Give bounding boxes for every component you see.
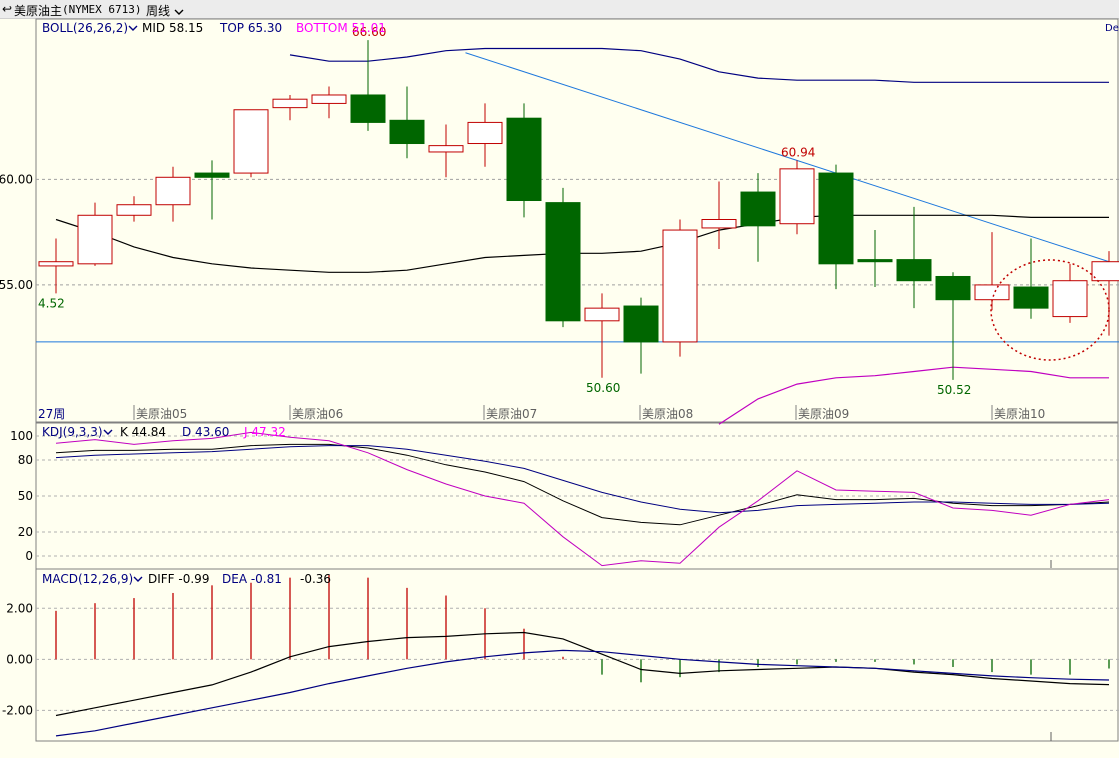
kdj-k-line bbox=[55, 443, 1110, 526]
price-y-tick-label: 55.00 bbox=[0, 278, 33, 292]
x-axis-label: 美原油05 bbox=[136, 407, 187, 421]
candle-up bbox=[116, 204, 152, 216]
candle-up bbox=[272, 98, 308, 109]
candle-down bbox=[389, 119, 425, 145]
x-axis-label: 美原油08 bbox=[642, 407, 693, 421]
chevron-down-icon bbox=[133, 576, 143, 582]
macd-y-tick-label: 2.00 bbox=[6, 601, 33, 615]
boll-bottom-value: BOTTOM 51.01 bbox=[296, 21, 386, 35]
right-clipped-label: De bbox=[1105, 23, 1119, 34]
x-axis-label: 美原油10 bbox=[994, 407, 1045, 421]
chevron-down-icon bbox=[103, 429, 113, 435]
highlight-circle bbox=[990, 259, 1110, 361]
candle-down bbox=[545, 202, 581, 322]
candle-up bbox=[779, 168, 815, 225]
price-annotation: 4.52 bbox=[38, 296, 65, 310]
candle-down bbox=[506, 117, 542, 202]
macd-label[interactable]: MACD(12,26,9) bbox=[42, 572, 143, 586]
boll-upper-line bbox=[289, 47, 1109, 83]
x-axis-label: 美原油06 bbox=[292, 407, 343, 421]
candle-up bbox=[1052, 280, 1088, 318]
period-selector[interactable]: 周线 bbox=[146, 2, 184, 19]
candle-up bbox=[701, 219, 737, 229]
kdj-y-tick-label: 0 bbox=[25, 549, 33, 563]
candle-down bbox=[350, 94, 386, 123]
price-annotation: 60.94 bbox=[781, 145, 815, 159]
candle-up bbox=[467, 121, 503, 145]
kdj-j-value: J 47.32 bbox=[244, 425, 286, 439]
candle-down bbox=[818, 172, 854, 265]
chevron-down-icon bbox=[128, 25, 138, 31]
kdj-y-tick-label: 100 bbox=[10, 429, 33, 443]
kdj-label[interactable]: KDJ(9,3,3) bbox=[42, 425, 113, 439]
candle-up bbox=[974, 284, 1010, 301]
price-y-tick-label: 60.00 bbox=[0, 172, 33, 186]
candle-up bbox=[77, 214, 113, 265]
macd-diff-line bbox=[55, 631, 1110, 717]
kdj-k-value: K 44.84 bbox=[120, 425, 167, 439]
candle-down bbox=[1013, 286, 1049, 309]
candle-up bbox=[428, 145, 464, 153]
trendline bbox=[465, 52, 1119, 266]
candle-down bbox=[194, 172, 230, 178]
macd-dea-line bbox=[55, 649, 1110, 737]
instrument-name: 美原油主 bbox=[14, 4, 63, 18]
candle-up bbox=[1091, 261, 1119, 282]
candle-up bbox=[155, 176, 191, 206]
candle-down bbox=[935, 275, 971, 301]
boll-label[interactable]: BOLL(26,26,2) bbox=[42, 21, 138, 35]
macd-y-tick-label: 0.00 bbox=[6, 652, 33, 666]
kdj-y-tick-label: 20 bbox=[18, 525, 33, 539]
back-icon[interactable]: ↩ bbox=[2, 2, 13, 16]
candle-down bbox=[623, 305, 659, 343]
period-label: 周线 bbox=[146, 4, 171, 18]
candle-up bbox=[311, 94, 347, 104]
kdj-j-line bbox=[55, 431, 1110, 567]
boll-mid-line bbox=[55, 214, 1109, 273]
x-axis-label: 美原油09 bbox=[798, 407, 849, 421]
candle-down bbox=[896, 259, 932, 282]
price-annotation: 50.52 bbox=[937, 383, 971, 397]
kdj-d-line bbox=[55, 445, 1110, 514]
price-annotation: 50.60 bbox=[586, 381, 620, 395]
macd-hist-value: -0.36 bbox=[300, 572, 332, 586]
candle-up bbox=[233, 109, 269, 174]
boll-mid-value: MID 58.15 bbox=[142, 21, 204, 35]
kdj-d-value: D 43.60 bbox=[182, 425, 230, 439]
candle-up bbox=[662, 229, 698, 343]
kdj-y-tick-label: 80 bbox=[18, 453, 33, 467]
macd-diff-value: DIFF -0.99 bbox=[148, 572, 210, 586]
boll-top-value: TOP 65.30 bbox=[220, 21, 283, 35]
exchange-code: (NYMEX 6713) bbox=[62, 3, 142, 16]
price-panel-frame bbox=[35, 18, 1119, 423]
macd-panel-frame bbox=[35, 568, 1119, 742]
candle-down bbox=[857, 259, 893, 263]
kdj-y-tick-label: 50 bbox=[18, 489, 33, 503]
macd-y-tick-label: -2.00 bbox=[2, 703, 33, 717]
macd-dea-value: DEA -0.81 bbox=[222, 572, 282, 586]
candle-up bbox=[584, 307, 620, 322]
x-axis-label: 27周 bbox=[38, 407, 65, 421]
chevron-down-icon bbox=[174, 9, 184, 15]
boll-lower-line bbox=[718, 366, 1109, 425]
candle-up bbox=[38, 261, 74, 267]
candle-down bbox=[740, 191, 776, 227]
macd-panel[interactable] bbox=[36, 570, 1119, 741]
price-annotation: 66.60 bbox=[352, 25, 386, 39]
x-axis-label: 美原油07 bbox=[486, 407, 537, 421]
